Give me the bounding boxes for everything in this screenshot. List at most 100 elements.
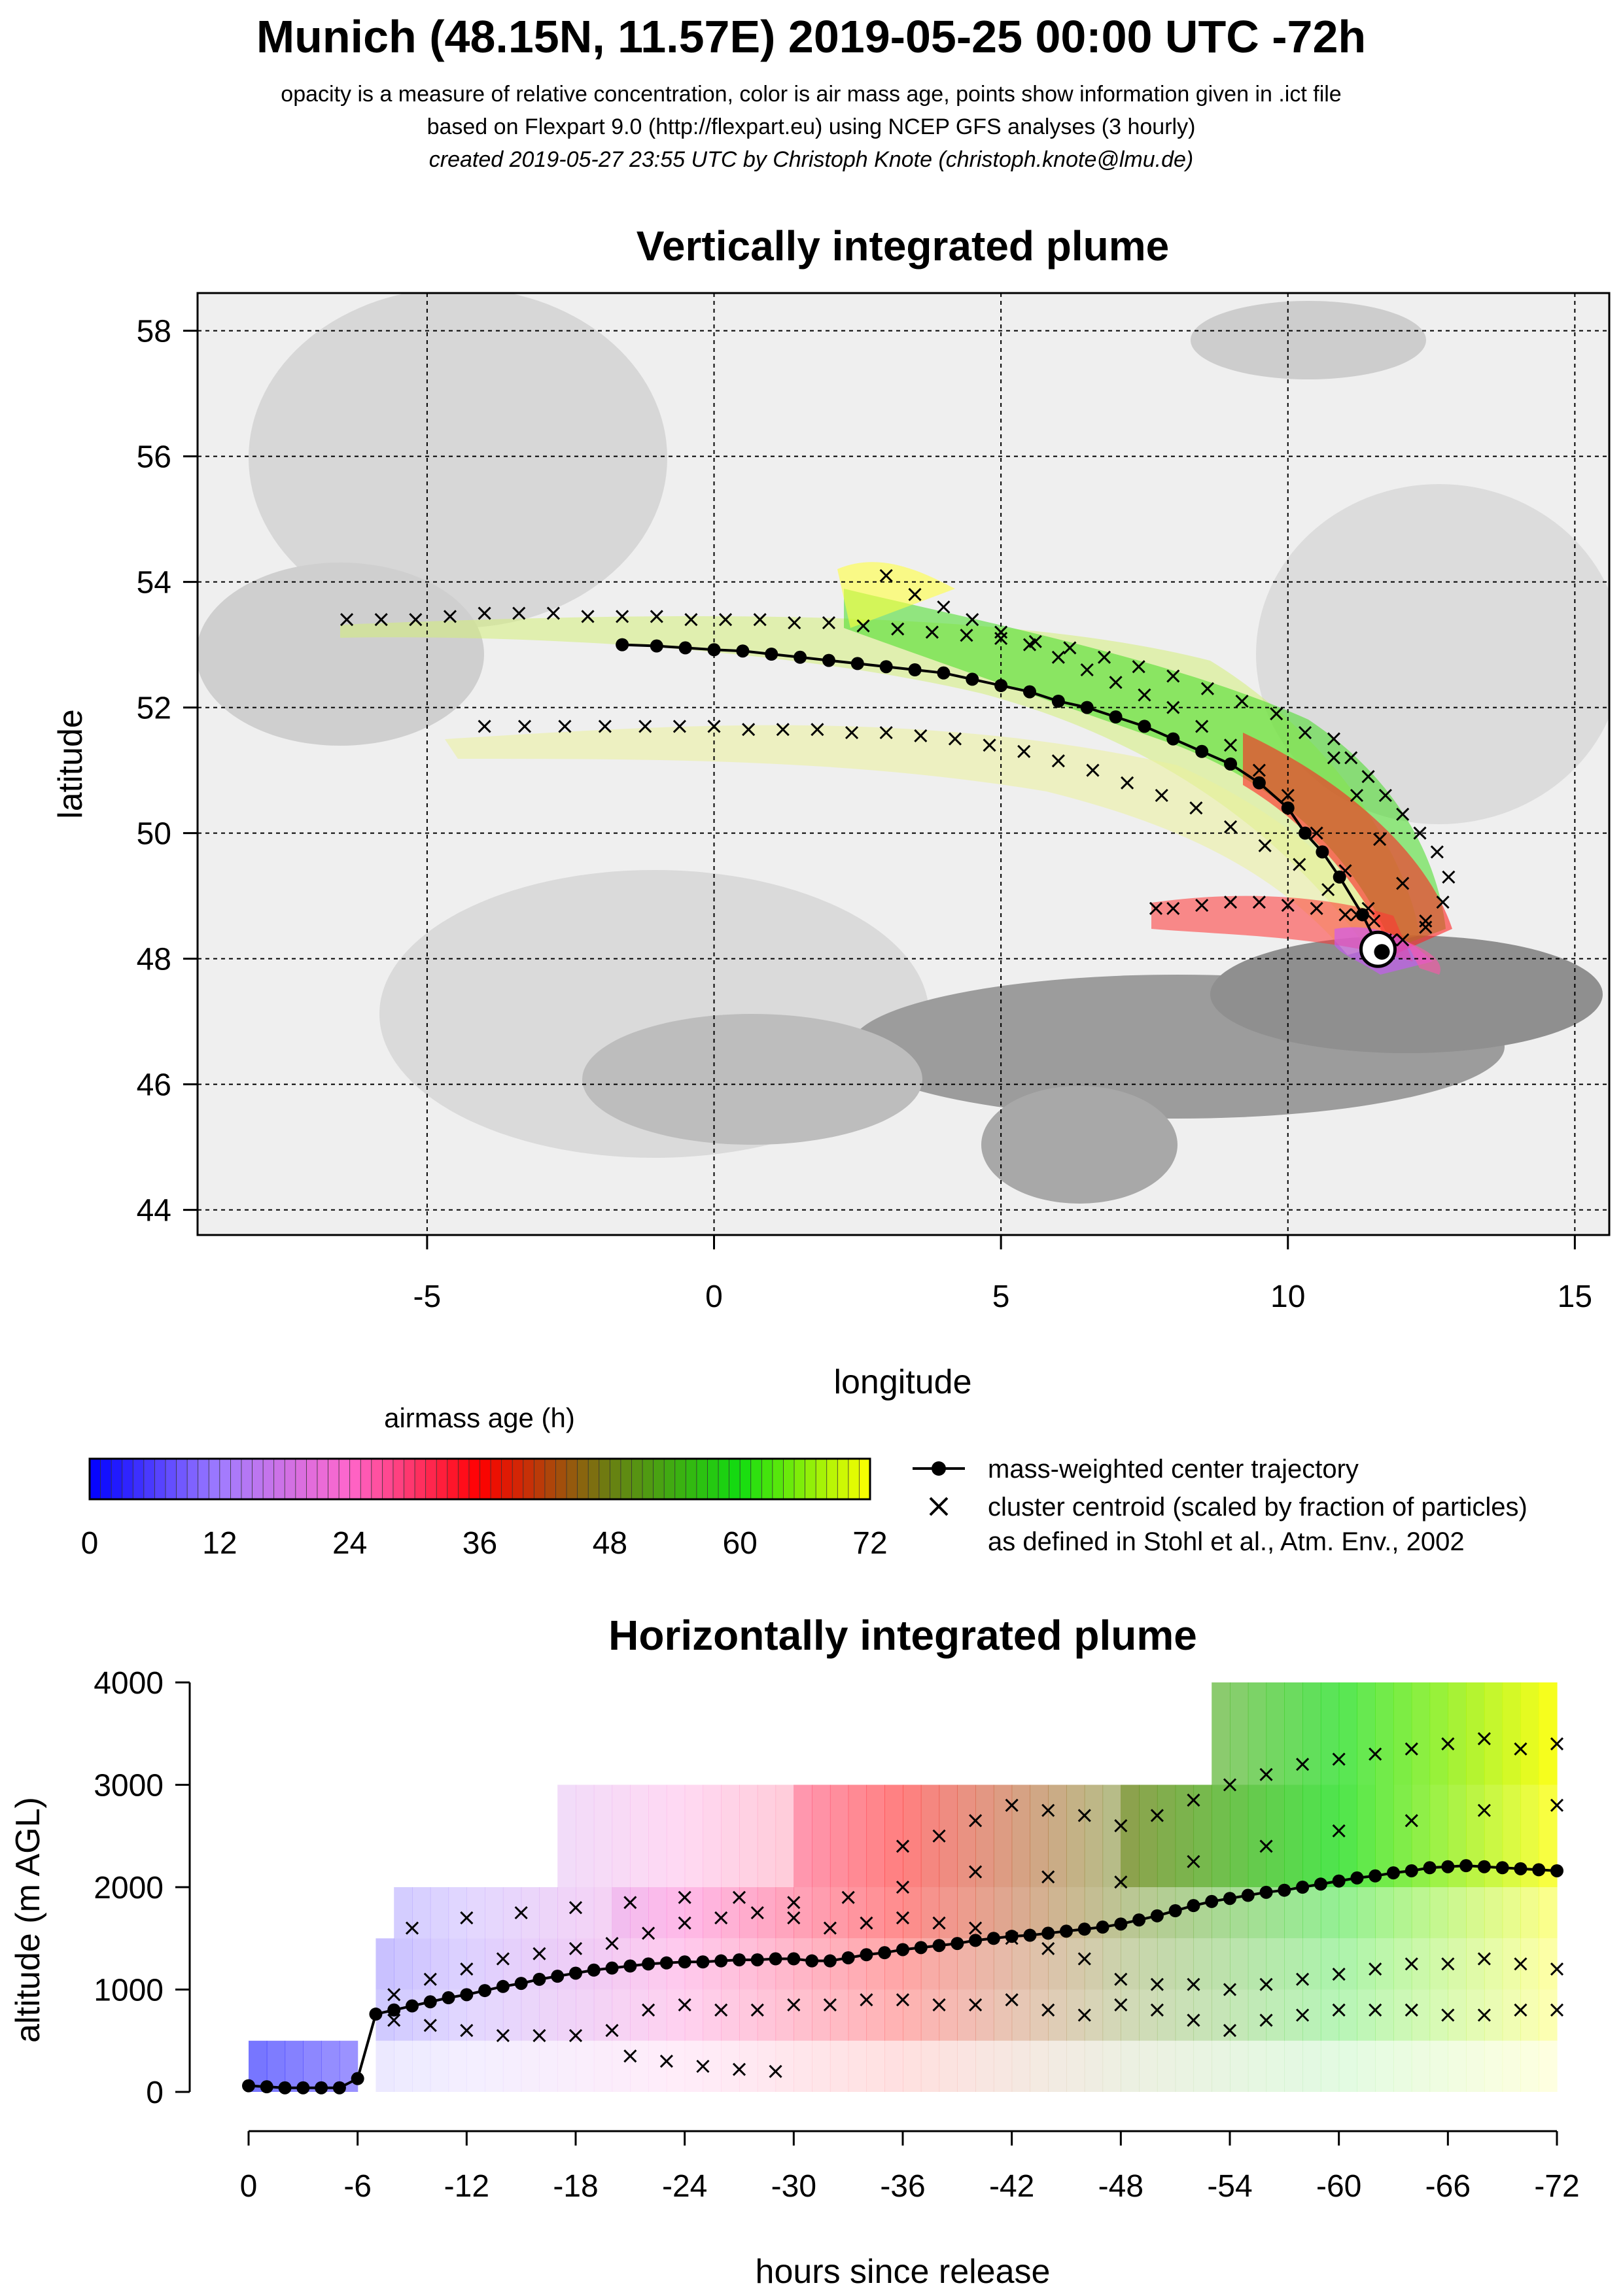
map-cluster-marker	[1097, 650, 1111, 664]
altitude-cluster-marker	[860, 1993, 873, 2007]
altitude-cluster-marker	[932, 1829, 946, 1843]
map-center-trajectory-point	[1316, 845, 1329, 859]
map-center-trajectory-point	[1109, 710, 1123, 723]
altitude-plume-cell	[829, 1989, 849, 2041]
altitude-plume-cell	[1539, 2040, 1558, 2092]
altitude-plume-cell	[1320, 1682, 1340, 1785]
altitude-ytick-label: 2000	[94, 1871, 164, 1905]
altitude-center-trajectory-point	[496, 1979, 510, 1993]
colorbar-cell	[122, 1458, 134, 1500]
altitude-plume-cell	[1175, 2040, 1195, 2092]
altitude-plume-cell	[1375, 1938, 1394, 1990]
map-yaxis-label: latitude	[52, 709, 90, 819]
altitude-center-trajectory-point	[787, 1952, 801, 1966]
terrain-shading	[198, 293, 1609, 1204]
altitude-plume-cell	[993, 1784, 1013, 1887]
altitude-plume-cell	[1230, 1784, 1249, 1887]
altitude-cluster-marker	[1005, 1798, 1019, 1812]
altitude-cluster-marker	[568, 1901, 583, 1915]
altitude-plume-cell	[1539, 1887, 1558, 1939]
altitude-ytick-label: 4000	[94, 1666, 164, 1701]
altitude-plume-cell	[848, 1938, 867, 1990]
altitude-plume-cell	[903, 2040, 922, 2092]
altitude-xtick-label: 0	[240, 2169, 258, 2204]
map-ytick-label: 58	[137, 315, 171, 349]
map-cluster-marker	[776, 723, 790, 737]
colorbar-cell	[230, 1458, 242, 1500]
map-cluster-marker	[1080, 663, 1094, 677]
altitude-plume-cell	[448, 1887, 467, 1939]
altitude-cluster-marker	[1369, 1962, 1382, 1976]
altitude-center-trajectory-point	[1332, 1874, 1346, 1888]
altitude-center-trajectory-point	[1259, 1885, 1273, 1899]
map-cluster-marker	[1252, 763, 1266, 777]
altitude-cluster-marker	[568, 1941, 583, 1955]
altitude-plume-cell	[1302, 2040, 1321, 2092]
altitude-plume-cell	[412, 2040, 431, 2092]
altitude-plume-cell	[1230, 1989, 1249, 2041]
colorbar-tick-label: 0	[81, 1526, 99, 1561]
altitude-center-trajectory-point	[1369, 1869, 1382, 1883]
map-axis-ticks: -5 0 5 10 15 44 46 48 50 52 54 56 58	[137, 315, 1592, 1314]
map-cluster-marker	[994, 631, 1008, 646]
colorbar-cell	[642, 1458, 654, 1500]
map-cluster-marker	[856, 619, 870, 633]
altitude-cluster-marker	[1259, 1839, 1273, 1853]
altitude-cluster-marker	[532, 2028, 546, 2042]
altitude-cluster-marker	[787, 1998, 801, 2012]
altitude-cluster-marker	[678, 1916, 691, 1930]
altitude-center-trajectory-point	[1495, 1861, 1509, 1875]
altitude-cluster-marker	[1477, 1732, 1491, 1746]
map-xtick-label: 0	[705, 1279, 723, 1314]
colorbar-cell	[165, 1458, 177, 1500]
altitude-cluster-marker	[732, 1890, 746, 1904]
altitude-plume-cell	[430, 1887, 449, 1939]
altitude-ytick-label: 0	[146, 2076, 164, 2110]
altitude-plume-cell	[612, 1989, 631, 2041]
altitude-cluster-marker	[605, 1937, 619, 1951]
colorbar-cell	[262, 1458, 275, 1500]
altitude-plume-cell	[939, 1784, 958, 1887]
map-center-trajectory-point	[1252, 776, 1266, 790]
altitude-plume-cell	[1429, 1682, 1448, 1785]
altitude-plume-cell	[775, 1989, 794, 2041]
altitude-cluster-marker	[896, 1993, 910, 2007]
colorbar-cell	[750, 1458, 763, 1500]
altitude-cluster-marker	[1405, 1957, 1418, 1971]
colorbar-cell	[620, 1458, 633, 1500]
map-cluster-marker	[879, 568, 893, 583]
altitude-center-trajectory-point	[750, 1953, 764, 1967]
map-cluster-marker	[983, 739, 996, 752]
altitude-center-trajectory-point	[860, 1948, 873, 1962]
map-cluster-marker	[914, 729, 928, 742]
map-cluster-marker	[788, 616, 801, 630]
altitude-cluster-marker	[496, 1952, 510, 1966]
colorbar: airmass age (h) 0 12 24 36 48 60 72	[81, 1402, 888, 1561]
altitude-cluster-marker	[678, 1998, 691, 2012]
altitude-plume-cell	[1066, 1989, 1085, 2041]
altitude-cluster-marker	[460, 2024, 474, 2038]
altitude-plume-cell	[1066, 1784, 1085, 1887]
altitude-center-trajectory-point	[805, 1954, 819, 1968]
altitude-center-trajectory-point	[1514, 1862, 1527, 1875]
altitude-cluster-marker	[714, 1911, 728, 1925]
altitude-plume-cell	[1212, 1938, 1230, 1990]
altitude-xtick-label: -24	[662, 2169, 707, 2204]
map-cluster-marker	[1327, 732, 1340, 746]
altitude-center-trajectory-point	[1023, 1928, 1037, 1942]
map-cluster-marker	[1373, 833, 1387, 846]
colorbar-cell	[480, 1458, 491, 1500]
altitude-center-trajectory-point	[1441, 1860, 1455, 1873]
colorbar-cell	[371, 1458, 383, 1500]
altitude-plume-cell	[1393, 1938, 1412, 1990]
altitude-plume-cell	[1502, 1682, 1522, 1785]
altitude-plume-cell	[612, 1887, 631, 1939]
altitude-plume-cell	[1212, 2040, 1230, 2092]
colorbar-cell	[805, 1458, 817, 1500]
altitude-plume-cell	[1466, 1887, 1485, 1939]
altitude-plume-cell	[1011, 1989, 1031, 2041]
map-cluster-marker	[638, 720, 652, 733]
map-center-trajectory-point	[879, 660, 893, 674]
map-cluster-marker	[1270, 707, 1283, 721]
altitude-cluster-marker	[1114, 1819, 1128, 1833]
